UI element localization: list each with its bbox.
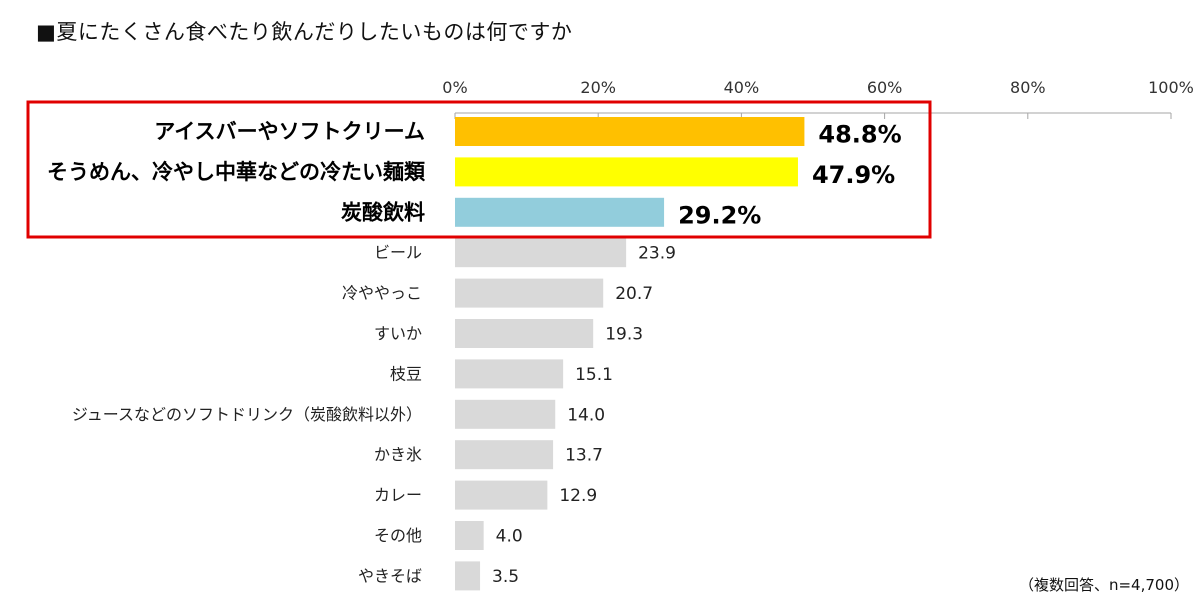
- data-label: 48.8%: [818, 121, 901, 149]
- data-label: 15.1: [575, 365, 613, 385]
- x-tick-label: 80%: [1010, 78, 1046, 97]
- data-label: 47.9%: [812, 161, 895, 189]
- data-label: 13.7: [565, 446, 603, 466]
- category-label: ビール: [374, 243, 422, 262]
- x-tick-label: 20%: [580, 78, 616, 97]
- data-label: 23.9: [638, 244, 676, 264]
- x-tick-label: 60%: [867, 78, 903, 97]
- bar: [455, 561, 481, 591]
- bar: [455, 521, 484, 550]
- bar: [455, 480, 548, 510]
- bar: [455, 238, 627, 268]
- data-label: 3.5: [492, 567, 519, 587]
- x-tick-label: 40%: [724, 78, 760, 97]
- data-label: 19.3: [605, 325, 643, 345]
- bar: [455, 197, 665, 227]
- category-label: 冷ややっこ: [342, 284, 422, 303]
- category-label: 炭酸飲料: [341, 200, 425, 224]
- bar: [455, 117, 805, 146]
- category-label: 枝豆: [390, 364, 422, 383]
- bar: [455, 359, 564, 389]
- category-label: すいか: [374, 324, 422, 343]
- category-label: そうめん、冷やし中華などの冷たい麺類: [47, 160, 426, 184]
- data-label: 20.7: [615, 284, 653, 304]
- category-label: その他: [374, 526, 422, 545]
- x-tick-label: 100%: [1148, 78, 1194, 97]
- bar: [455, 399, 556, 429]
- category-label: アイスバーやソフトクリーム: [154, 120, 425, 144]
- highlight-frame: [26, 100, 932, 239]
- x-tick-label: 0%: [442, 78, 467, 97]
- category-label: ジュースなどのソフトドリンク（炭酸飲料以外）: [72, 405, 422, 424]
- data-label: 29.2%: [678, 201, 761, 229]
- data-label: 4.0: [496, 527, 523, 547]
- bar: [455, 440, 554, 470]
- chart-title: ■夏にたくさん食べたり飲んだりしたいものは何ですか: [36, 20, 573, 44]
- bar: [455, 157, 798, 187]
- bar: [455, 278, 604, 308]
- data-label: 12.9: [559, 486, 597, 506]
- category-label: やきそば: [358, 566, 422, 585]
- data-label: 14.0: [567, 405, 605, 425]
- sample-note: （複数回答、n=4,700）: [1018, 576, 1189, 594]
- category-label: かき氷: [374, 445, 422, 464]
- category-label: カレー: [374, 486, 422, 505]
- bar: [455, 319, 594, 348]
